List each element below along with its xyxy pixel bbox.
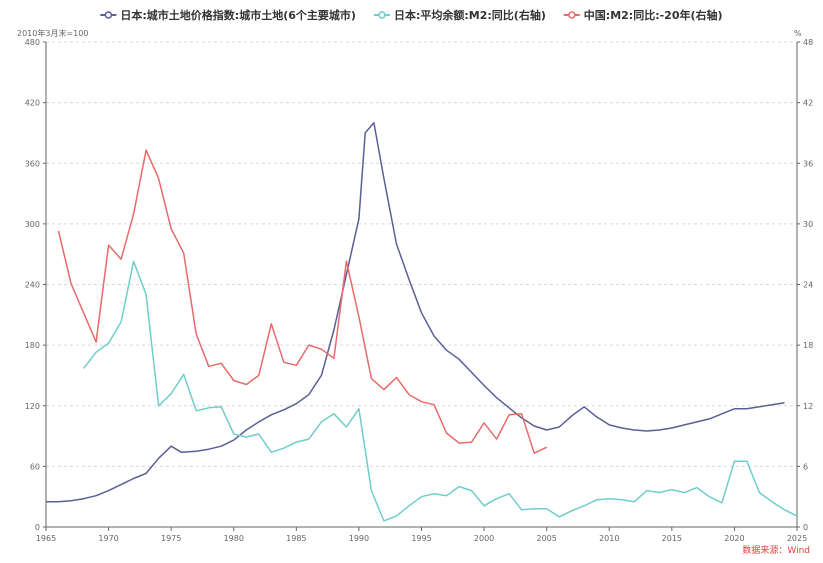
x-tick-label: 2025 [787,534,807,543]
y-right-tick-label: 12 [803,402,813,411]
grid-layer [46,41,797,467]
legend-label: 日本:城市土地价格指数:城市土地(6个主要城市) [120,8,356,22]
y-right-tick-label: 24 [803,281,813,290]
x-tick-label: 2010 [599,534,619,543]
x-tick-label: 2005 [536,534,556,543]
y-left-tick-label: 300 [25,220,40,229]
legend-item-3[interactable]: 中国:M2:同比:-20年(右轴) [563,8,723,22]
y-left-tick-label: 60 [30,462,40,471]
y-left-tick-label: 120 [25,402,40,411]
right-axis-unit: % [794,29,802,38]
x-tick-label: 2020 [724,534,744,543]
y-right-tick-label: 30 [803,220,813,229]
y-right-tick-label: 0 [803,523,808,532]
y-right-tick-label: 48 [803,38,813,47]
series-line-3 [57,149,548,454]
y-right-tick-label: 42 [803,99,813,108]
y-left-tick-label: 0 [35,523,40,532]
legend-label: 日本:平均余额:M2:同比(右轴) [394,8,546,22]
y-left-tick-label: 240 [25,281,40,290]
x-tick-label: 2015 [662,534,682,543]
x-tick-label: 1965 [36,534,56,543]
x-tick-label: 1995 [411,534,431,543]
y-left-tick-label: 360 [25,159,40,168]
legend-marker [568,11,576,19]
series-layer [46,122,798,522]
legend-marker [378,11,386,19]
x-tick-label: 1975 [161,534,181,543]
axis-layer: 0 60 120 180 240 300 360 420 480 0 6 12 18 24 30 36 42 48… [25,38,813,543]
y-right-tick-label: 36 [803,159,813,168]
legend-item-2[interactable]: 日本:平均余额:M2:同比(右轴) [374,8,546,22]
legend-marker [104,11,113,19]
series-line-2 [83,260,798,522]
legend[interactable]: 日本:城市土地价格指数:城市土地(6个主要城市) 日本:平均余额:M2:同比(右轴… [100,8,723,22]
series-line-1 [46,122,785,503]
y-right-tick-label: 6 [803,462,808,471]
legend-item-1[interactable]: 日本:城市土地价格指数:城市土地(6个主要城市) [100,8,356,22]
source-note: 数据来源：Wind [742,544,810,556]
y-left-tick-label: 480 [25,38,40,47]
y-left-tick-label: 420 [25,99,40,108]
legend-label: 中国:M2:同比:-20年(右轴) [584,8,723,22]
y-left-tick-label: 180 [25,341,40,350]
x-tick-label: 1985 [286,534,306,543]
x-tick-label: 1980 [224,534,244,543]
x-tick-label: 1970 [98,534,118,543]
x-tick-label: 2000 [474,534,494,543]
left-axis-unit: 2010年3月末=100 [17,28,88,38]
x-tick-label: 1990 [349,534,369,543]
y-right-tick-label: 18 [803,341,813,350]
